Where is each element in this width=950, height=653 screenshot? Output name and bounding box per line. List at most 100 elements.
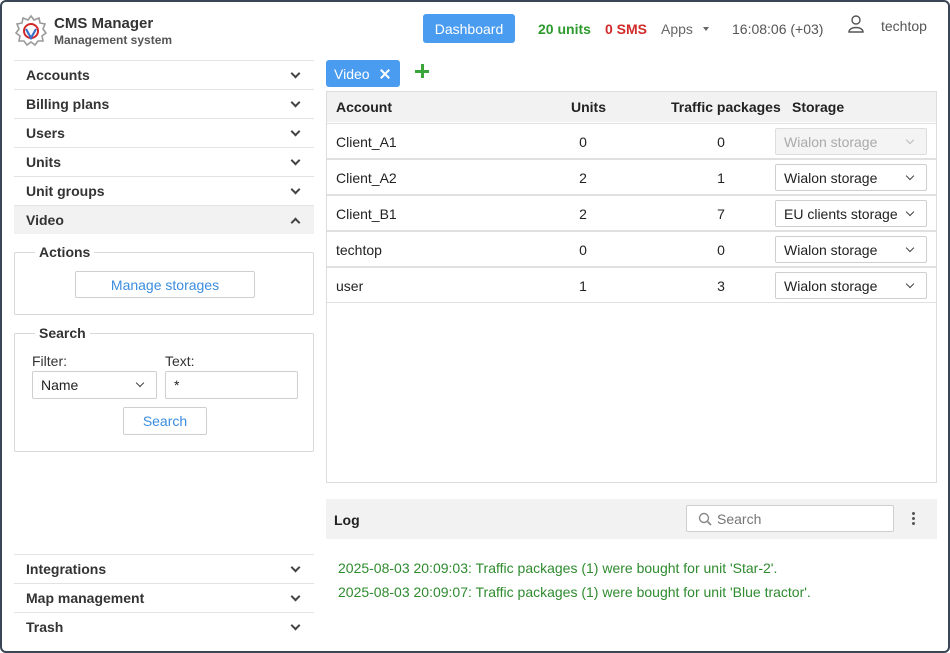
chevron-down-icon <box>290 562 301 572</box>
cell-account: Client_A1 <box>336 134 397 150</box>
clock: 16:08:06 (+03) <box>732 21 824 37</box>
column-header-storage[interactable]: Storage <box>792 99 845 115</box>
log-title: Log <box>334 512 360 528</box>
apps-menu[interactable]: Apps <box>661 21 709 37</box>
sidebar-item-map-management[interactable]: Map management <box>14 583 314 612</box>
table-row: Client_A1 0 0 Wialon storage <box>327 123 936 159</box>
sidebar-item-label: Video <box>26 212 64 228</box>
cell-traffic: 7 <box>717 206 725 222</box>
storage-select-value: Wialon storage <box>784 169 878 186</box>
sidebar-item-label: Units <box>26 154 61 170</box>
chevron-down-icon <box>290 126 301 136</box>
sidebar-item-unit-groups[interactable]: Unit groups <box>14 176 314 205</box>
manage-storages-button[interactable]: Manage storages <box>75 271 255 298</box>
storage-select: Wialon storage <box>775 128 927 155</box>
cell-traffic: 0 <box>717 242 725 258</box>
column-header-units[interactable]: Units <box>571 99 606 115</box>
log-entry: 2025-08-03 20:09:03: Traffic packages (1… <box>338 560 778 576</box>
chevron-down-icon <box>905 243 915 252</box>
cell-units: 0 <box>579 242 587 258</box>
chevron-down-icon <box>290 97 301 107</box>
storage-select[interactable]: Wialon storage <box>775 272 927 299</box>
apps-label: Apps <box>661 21 693 37</box>
storage-select[interactable]: Wialon storage <box>775 164 927 191</box>
caret-down-icon <box>702 27 709 31</box>
sidebar-item-label: Map management <box>26 590 145 606</box>
storage-select-value: EU clients storage <box>784 205 898 222</box>
column-header-traffic[interactable]: Traffic packages <box>671 99 781 115</box>
storage-select-value: Wialon storage <box>784 133 878 150</box>
actions-legend: Actions <box>35 244 95 260</box>
actions-panel: Actions Manage storages <box>14 244 314 315</box>
sms-count-link[interactable]: 0 SMS <box>605 21 648 37</box>
sidebar-item-users[interactable]: Users <box>14 118 314 147</box>
chevron-down-icon <box>290 591 301 601</box>
cell-traffic: 0 <box>717 134 725 150</box>
filter-select[interactable]: Name <box>32 371 157 399</box>
search-text-input[interactable] <box>165 371 298 399</box>
table-header: Account Units Traffic packages Storage <box>327 92 936 122</box>
sidebar-item-billing-plans[interactable]: Billing plans <box>14 89 314 118</box>
cell-units: 2 <box>579 170 587 186</box>
sidebar-item-label: Accounts <box>26 67 90 83</box>
table-row: Client_A2 2 1 Wialon storage <box>327 159 936 195</box>
table-row: Client_B1 2 7 EU clients storage <box>327 195 936 231</box>
tab-video[interactable]: Video <box>326 60 400 87</box>
chevron-down-icon <box>905 135 915 144</box>
chevron-down-icon <box>290 68 301 78</box>
storage-select[interactable]: EU clients storage <box>775 200 927 227</box>
cell-units: 0 <box>579 134 587 150</box>
cell-account: user <box>336 278 364 294</box>
cell-account: techtop <box>336 242 382 258</box>
sidebar-item-label: Integrations <box>26 561 107 577</box>
chevron-down-icon <box>290 155 301 165</box>
dashboard-button[interactable]: Dashboard <box>423 14 515 43</box>
log-search-input[interactable] <box>686 505 894 532</box>
chevron-down-icon <box>905 171 915 180</box>
text-label: Text: <box>165 353 195 369</box>
chevron-down-icon <box>905 279 915 288</box>
log-entry: 2025-08-03 20:09:07: Traffic packages (1… <box>338 584 811 600</box>
table-row: user 1 3 Wialon storage <box>327 267 936 303</box>
sidebar-item-integrations[interactable]: Integrations <box>14 554 314 583</box>
user-icon[interactable] <box>848 15 864 33</box>
accounts-table: Account Units Traffic packages Storage C… <box>326 91 937 483</box>
table-row: techtop 0 0 Wialon storage <box>327 231 936 267</box>
cell-account: Client_A2 <box>336 170 397 186</box>
column-header-account[interactable]: Account <box>336 99 392 115</box>
add-tab-icon[interactable] <box>415 64 429 78</box>
cell-account: Client_B1 <box>336 206 397 222</box>
storage-select-value: Wialon storage <box>784 241 878 258</box>
units-count-link[interactable]: 20 units <box>538 21 591 37</box>
sidebar-item-accounts[interactable]: Accounts <box>14 60 314 89</box>
log-header: Log <box>326 499 937 539</box>
chevron-down-icon <box>290 184 301 194</box>
sidebar-item-units[interactable]: Units <box>14 147 314 176</box>
close-icon[interactable] <box>380 69 390 79</box>
sidebar-item-label: Unit groups <box>26 183 105 199</box>
chevron-up-icon <box>290 217 301 227</box>
search-button[interactable]: Search <box>123 407 207 435</box>
search-icon <box>698 512 712 526</box>
app-subtitle: Management system <box>54 33 173 47</box>
header: CMS Manager Management system Dashboard … <box>2 2 948 58</box>
sidebar-item-label: Billing plans <box>26 96 110 112</box>
cell-traffic: 3 <box>717 278 725 294</box>
cell-traffic: 1 <box>717 170 725 186</box>
storage-select[interactable]: Wialon storage <box>775 236 927 263</box>
filter-select-value: Name <box>41 377 79 393</box>
more-options-icon[interactable] <box>912 512 916 526</box>
sidebar: Accounts Billing plans Users Units Unit … <box>14 60 314 234</box>
filter-label: Filter: <box>32 353 67 369</box>
sidebar-item-video[interactable]: Video <box>14 205 314 234</box>
sidebar-bottom: Integrations Map management Trash <box>14 554 314 641</box>
storage-select-value: Wialon storage <box>784 277 878 294</box>
chevron-down-icon <box>290 620 301 630</box>
sidebar-item-label: Trash <box>26 619 64 635</box>
app-logo-icon <box>14 14 48 47</box>
sidebar-item-trash[interactable]: Trash <box>14 612 314 641</box>
search-panel: Search Filter: Text: Name Search <box>14 325 314 452</box>
user-name[interactable]: techtop <box>881 18 927 34</box>
tab-label: Video <box>334 65 370 82</box>
sidebar-item-label: Users <box>26 125 65 141</box>
